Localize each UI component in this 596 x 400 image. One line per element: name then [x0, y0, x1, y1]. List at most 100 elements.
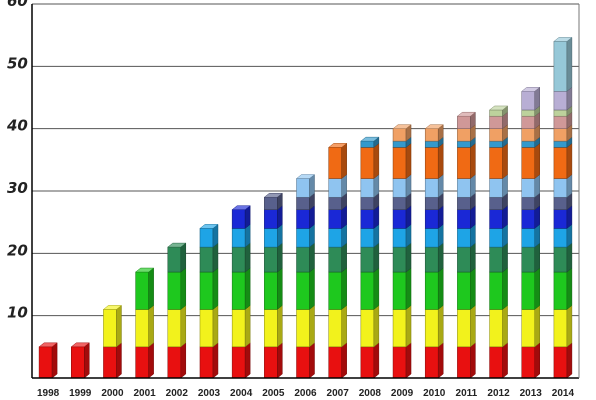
bar-stack-2005 [263, 192, 284, 379]
bar-segment [199, 242, 219, 273]
bar-stack-1999 [70, 342, 90, 379]
x-tick-label: 1999 [69, 388, 92, 399]
bar-segment [167, 342, 187, 379]
bar-stack-2001 [134, 267, 155, 379]
bar-segment [231, 205, 251, 229]
y-tick-label: 50 [7, 54, 28, 72]
x-tick-label: 2003 [198, 388, 221, 399]
bar-segment [327, 342, 348, 379]
bar-segment [360, 136, 380, 148]
x-tick-label: 2014 [552, 388, 575, 399]
bar-segment [392, 142, 412, 180]
x-tick-label: 1998 [37, 388, 60, 399]
bar-segment [167, 242, 187, 273]
bar-stack-2010 [424, 124, 444, 379]
bar-segment [456, 267, 477, 310]
bar-segment [456, 142, 477, 180]
bar-segment [102, 342, 123, 379]
bar-segment [553, 142, 573, 180]
x-tick-label: 2001 [133, 388, 156, 399]
bar-segment [134, 304, 155, 348]
bar-segment [488, 105, 509, 117]
x-tick-label: 2009 [391, 388, 414, 399]
bar-stack-2002 [167, 242, 187, 379]
bar-segment [263, 242, 284, 273]
x-tick-label: 2008 [359, 388, 382, 399]
bar-segment [134, 342, 155, 379]
bar-stack-2003 [199, 223, 219, 379]
bar-segment [392, 242, 412, 273]
x-tick-label: 2007 [327, 388, 350, 399]
plot-frame [31, 4, 580, 379]
bar-stack-2009 [392, 124, 412, 379]
x-tick-label: 2012 [487, 388, 510, 399]
bar-segment [521, 242, 541, 273]
bar-segment [392, 267, 412, 310]
bar-segment [456, 342, 477, 379]
bar-segment [424, 304, 444, 348]
bar-segment [167, 304, 187, 348]
bar-segment [521, 86, 541, 111]
y-tick-label: 60 [7, 0, 28, 10]
bar-stack-2013 [521, 86, 541, 379]
bar-segment [327, 267, 348, 310]
bar-segment [102, 304, 123, 348]
bar-segment [553, 304, 573, 348]
bar-segment [199, 267, 219, 310]
bar-stack-2006 [295, 174, 316, 379]
bar-segment [295, 174, 316, 198]
x-tick-label: 2005 [262, 388, 285, 399]
bar-segment [553, 267, 573, 310]
x-tick-label: 2006 [294, 388, 317, 399]
bar-segment [424, 142, 444, 180]
bar-stack-2008 [360, 136, 380, 379]
x-tick-label: 2013 [520, 388, 543, 399]
x-tick-label: 2004 [230, 388, 253, 399]
bar-segment [488, 142, 509, 180]
bar-segment [553, 242, 573, 273]
bar-segment [360, 242, 380, 273]
bar-segment [424, 242, 444, 273]
bar-stack-2004 [231, 205, 251, 379]
bar-segment [263, 304, 284, 348]
bar-segment [295, 267, 316, 310]
bar-segment [70, 342, 90, 379]
y-axis-tick-labels: 10 20 30 40 50 60 [6, 0, 28, 322]
bar-segment [327, 242, 348, 273]
bar-segment [521, 304, 541, 348]
bar-segment [456, 111, 477, 130]
bar-segment [134, 267, 155, 310]
bar-segment [360, 304, 380, 348]
bar-segment [392, 304, 412, 348]
bar-segment [295, 342, 316, 379]
bar-segment [199, 342, 219, 379]
bar-segment [231, 242, 251, 273]
x-tick-label: 2002 [166, 388, 189, 399]
bar-stack-2011 [456, 111, 477, 379]
bar-segment [295, 304, 316, 348]
x-tick-label: 2000 [101, 388, 124, 399]
bar-segment [263, 192, 284, 211]
bar-segment [167, 267, 187, 310]
y-tick-label: 30 [7, 179, 28, 197]
x-tick-label: 2010 [423, 388, 446, 399]
bar-segment [424, 342, 444, 379]
bar-segment [488, 304, 509, 348]
bar-segment [488, 342, 509, 379]
bar-segment [521, 342, 541, 379]
bar-stacks [38, 36, 573, 379]
bar-segment [553, 36, 573, 92]
bar-stack-2007 [327, 142, 348, 379]
bar-stack-2000 [102, 304, 123, 379]
bar-segment [488, 242, 509, 273]
bar-segment [456, 304, 477, 348]
bar-segment [392, 342, 412, 379]
bar-segment [199, 304, 219, 348]
bar-segment [360, 342, 380, 379]
bar-segment [456, 242, 477, 273]
bar-segment [263, 342, 284, 379]
bar-segment [424, 174, 444, 198]
bar-segment [488, 267, 509, 310]
